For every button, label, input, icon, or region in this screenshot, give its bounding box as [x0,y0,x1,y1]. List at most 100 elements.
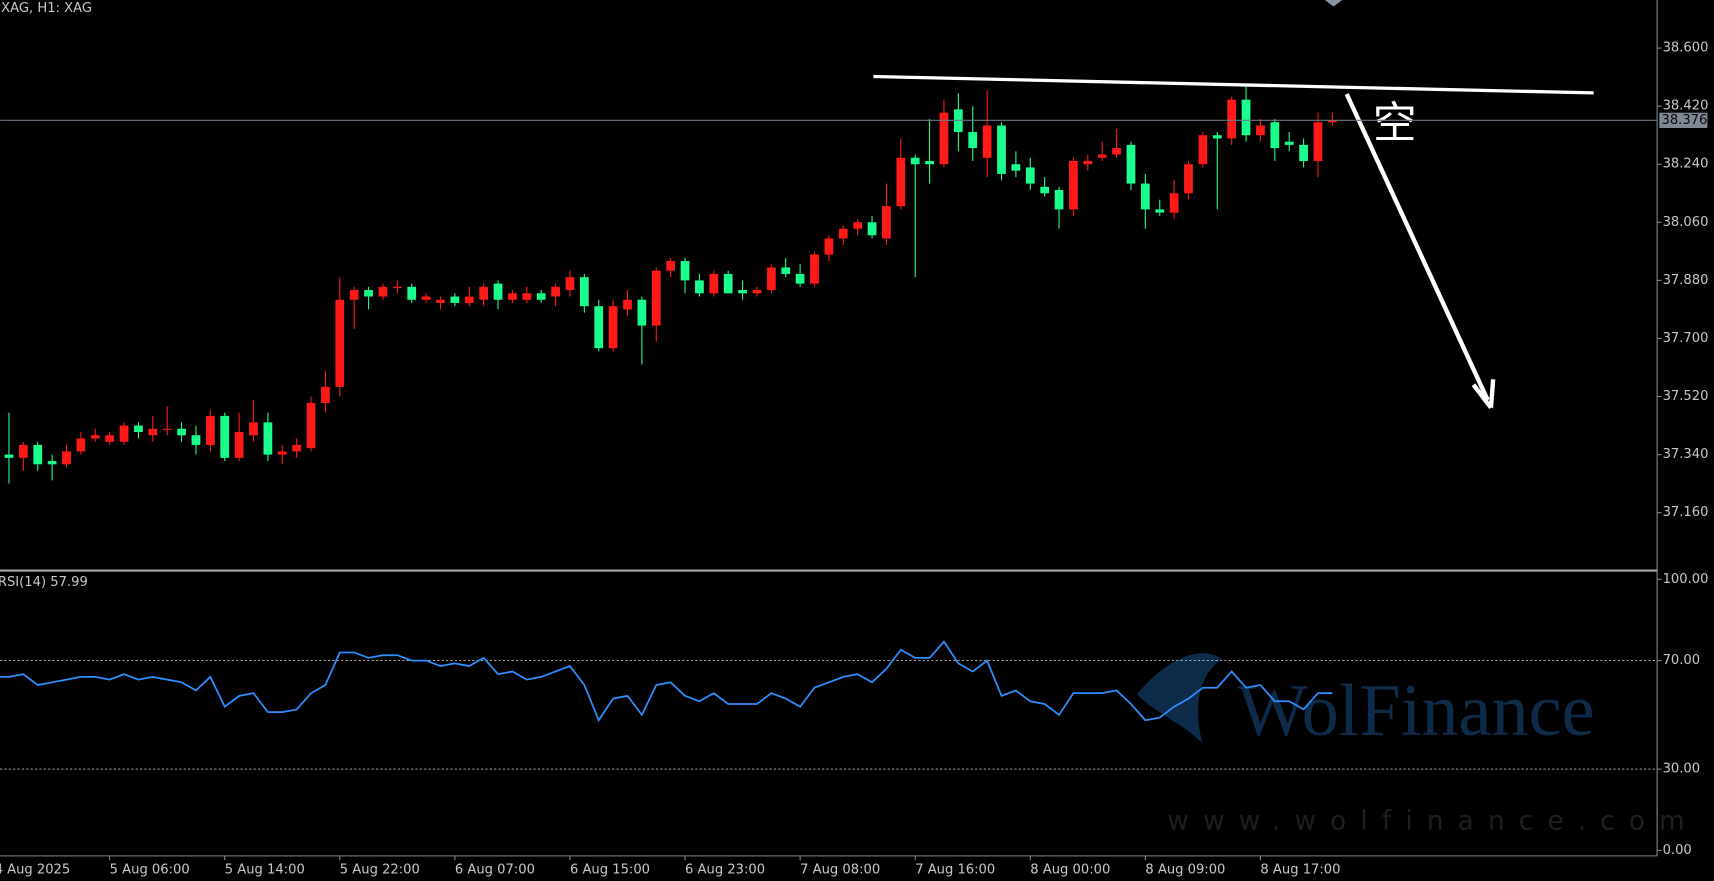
candle-body [18,444,28,458]
candle-body [623,299,632,310]
candle-body [522,293,532,300]
candle-body [1069,161,1078,210]
candle-body [1112,148,1121,155]
candle-body [436,299,445,303]
candle-body [1299,144,1308,162]
candle-body [421,296,431,300]
watermark-brand: WolFinance [1237,670,1594,752]
candle-body [450,296,460,303]
candle-body [464,296,474,303]
candle-body [551,286,560,297]
trend-line [873,74,1594,95]
candle-body [1054,190,1064,210]
candle-body [637,299,647,326]
candle-body [62,451,71,465]
x-tick-label: 6 Aug 15:00 [570,863,650,878]
x-tick-label: 8 Aug 00:00 [1030,863,1110,878]
candle-body [234,432,244,458]
arrow-head [1471,379,1496,410]
candle-body [1025,167,1035,184]
candle-body [579,277,589,307]
candle-body [349,290,359,300]
candle-body [1097,154,1107,158]
candle-body [335,299,345,387]
y-tick-label: 30.00 [1663,762,1701,777]
candle-body [666,261,676,271]
candle-body [220,415,230,458]
candle-body [1270,122,1280,149]
candle-body [277,451,287,455]
candle-body [1227,99,1237,139]
candle-body [680,261,690,281]
x-tick-label: 8 Aug 09:00 [1145,863,1225,878]
candle-body [766,267,776,291]
candle-body [263,422,273,455]
candle-body [853,222,863,229]
x-tick-label: 5 Aug 22:00 [340,863,420,878]
rsi-line [0,640,1333,723]
y-tick-label: 37.340 [1663,447,1709,462]
watermark-url: www.wolfinance.com [1167,806,1699,836]
candle-body [321,386,330,403]
candle-body [1169,193,1179,213]
candle-body [1241,99,1251,136]
y-tick-label: 38.060 [1663,215,1709,230]
candle-body [997,125,1006,174]
x-tick-label: 5 Aug 06:00 [110,863,190,878]
candle-body [105,435,115,442]
candle-body [306,402,316,449]
candle-body [896,157,906,207]
candle-body [134,425,143,433]
watermark: WolFinance www.wolfinance.com [1136,653,1699,836]
candle-body [1284,141,1294,145]
candle-body [910,157,920,165]
candle-body [191,435,201,445]
y-tick-label: 37.880 [1663,273,1709,288]
candle-body [33,444,43,465]
chart-title: XAG, H1: XAG [1,1,92,16]
x-tick-label: 7 Aug 08:00 [800,863,880,878]
candle-body [249,422,258,436]
candle-body [493,283,503,300]
candle-body [392,286,402,288]
candle-body [925,161,934,165]
candle-body [1155,209,1165,213]
candle-body [1327,120,1337,123]
candle-body [76,438,86,452]
candle-body [723,273,733,294]
marker [1324,0,1343,7]
y-tick-label: 38.600 [1663,41,1709,56]
rsi-title: RSI(14) 57.99 [0,575,88,590]
candle-body [738,290,747,294]
candle-body [1256,125,1265,136]
candle-body [1011,164,1021,171]
candle-body [1040,186,1050,194]
candle-body [508,293,517,300]
candle-body [982,125,992,158]
arrow-shaft [1344,93,1490,401]
y-tick-label: 0.00 [1663,843,1692,858]
x-tick-label: 8 Aug 17:00 [1260,863,1340,878]
y-tick-label: 37.160 [1663,505,1709,520]
candle-body [1083,161,1093,165]
candle-body [1126,144,1136,184]
candle-body [479,286,489,300]
candle-body [1198,135,1208,165]
y-tick-label: 37.520 [1663,389,1709,404]
candle-body [205,415,215,445]
watermark-logo [1136,653,1223,744]
candle-body [781,267,791,274]
candle-body [90,435,100,439]
candle-body [824,238,834,255]
x-tick-label: 5 Aug 14:00 [225,863,305,878]
current-price-box [1659,112,1708,129]
candle-body [1140,183,1150,210]
candle-body [651,270,661,326]
candle-body [536,293,546,300]
x-tick-label: 6 Aug 23:00 [685,863,765,878]
candle-body [407,286,417,300]
candle-body [119,425,129,442]
candle-body [1313,122,1323,162]
y-tick-label: 38.240 [1663,157,1709,172]
